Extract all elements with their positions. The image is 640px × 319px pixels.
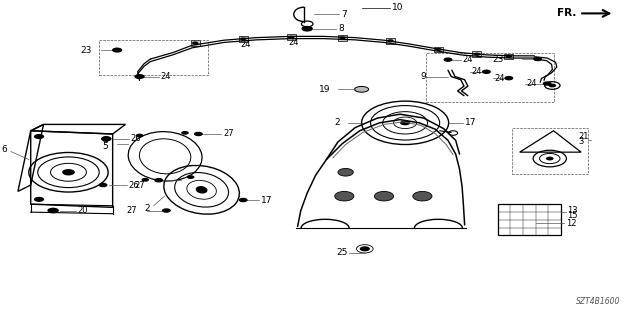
Text: 27: 27 — [126, 206, 137, 215]
Bar — [498, 204, 561, 235]
Text: 27: 27 — [134, 181, 145, 189]
Bar — [504, 54, 513, 59]
Circle shape — [192, 41, 198, 45]
Text: 26: 26 — [131, 134, 141, 143]
Circle shape — [301, 26, 313, 32]
Circle shape — [360, 246, 370, 251]
Circle shape — [543, 81, 552, 86]
Text: 25: 25 — [336, 249, 348, 257]
Text: 24: 24 — [462, 55, 472, 64]
Circle shape — [413, 191, 432, 201]
Text: 24: 24 — [240, 40, 250, 49]
Text: 17: 17 — [261, 196, 273, 204]
Text: 21: 21 — [578, 132, 588, 141]
FancyArrowPatch shape — [582, 10, 609, 17]
Text: 13: 13 — [567, 206, 578, 215]
Ellipse shape — [355, 86, 369, 92]
Circle shape — [239, 198, 248, 202]
Circle shape — [62, 169, 75, 175]
Circle shape — [435, 48, 442, 51]
Text: 12: 12 — [566, 219, 576, 228]
Bar — [386, 38, 395, 44]
Circle shape — [141, 178, 149, 182]
Circle shape — [34, 134, 44, 139]
Text: 27: 27 — [223, 130, 234, 138]
Circle shape — [474, 53, 480, 56]
Text: 24: 24 — [527, 79, 537, 88]
Text: 23: 23 — [81, 46, 92, 55]
Circle shape — [47, 208, 59, 213]
Ellipse shape — [196, 186, 207, 194]
Circle shape — [400, 120, 410, 125]
Text: 6: 6 — [1, 145, 7, 154]
Circle shape — [335, 191, 354, 201]
Bar — [472, 51, 481, 57]
Text: 17: 17 — [465, 118, 476, 127]
Text: 24: 24 — [495, 74, 505, 83]
Text: 10: 10 — [392, 4, 404, 12]
Circle shape — [34, 197, 44, 202]
Circle shape — [134, 74, 145, 79]
Circle shape — [101, 136, 111, 141]
Text: 3: 3 — [578, 137, 583, 146]
Circle shape — [136, 134, 143, 137]
Text: 26: 26 — [129, 181, 140, 189]
Circle shape — [99, 183, 108, 187]
Text: 24: 24 — [472, 67, 482, 76]
Circle shape — [548, 84, 556, 87]
Text: 15: 15 — [567, 211, 577, 220]
Circle shape — [339, 36, 346, 40]
Circle shape — [338, 168, 353, 176]
Circle shape — [546, 157, 554, 160]
Text: 4: 4 — [102, 137, 108, 145]
Circle shape — [194, 132, 203, 136]
Circle shape — [387, 39, 394, 42]
Circle shape — [504, 76, 513, 80]
Text: 24: 24 — [288, 38, 298, 47]
Circle shape — [181, 131, 189, 135]
Text: 7: 7 — [341, 10, 347, 19]
Circle shape — [444, 57, 452, 62]
Text: 19: 19 — [319, 85, 330, 94]
Text: 9: 9 — [420, 72, 426, 81]
Circle shape — [482, 70, 491, 74]
Circle shape — [374, 191, 394, 201]
Bar — [287, 34, 296, 40]
Text: SZT4B1600: SZT4B1600 — [577, 297, 621, 306]
Bar — [99, 40, 208, 75]
Text: 20: 20 — [77, 206, 88, 215]
Circle shape — [533, 57, 542, 61]
Bar — [512, 128, 588, 174]
Circle shape — [112, 48, 122, 53]
Text: 2: 2 — [335, 118, 340, 127]
Text: FR.: FR. — [557, 8, 576, 19]
Circle shape — [240, 37, 246, 41]
Text: 24: 24 — [161, 72, 171, 81]
Circle shape — [187, 175, 195, 179]
Bar — [239, 36, 248, 42]
Bar — [191, 40, 200, 46]
Text: 2: 2 — [144, 204, 150, 213]
Text: 8: 8 — [338, 24, 344, 33]
Circle shape — [506, 55, 512, 58]
Circle shape — [288, 36, 294, 39]
Circle shape — [154, 178, 163, 182]
Bar — [434, 47, 443, 52]
Bar — [426, 53, 554, 102]
Text: 5: 5 — [102, 142, 108, 151]
Circle shape — [101, 136, 111, 141]
Text: 23: 23 — [493, 55, 504, 63]
Bar — [338, 35, 347, 41]
Circle shape — [162, 208, 171, 213]
